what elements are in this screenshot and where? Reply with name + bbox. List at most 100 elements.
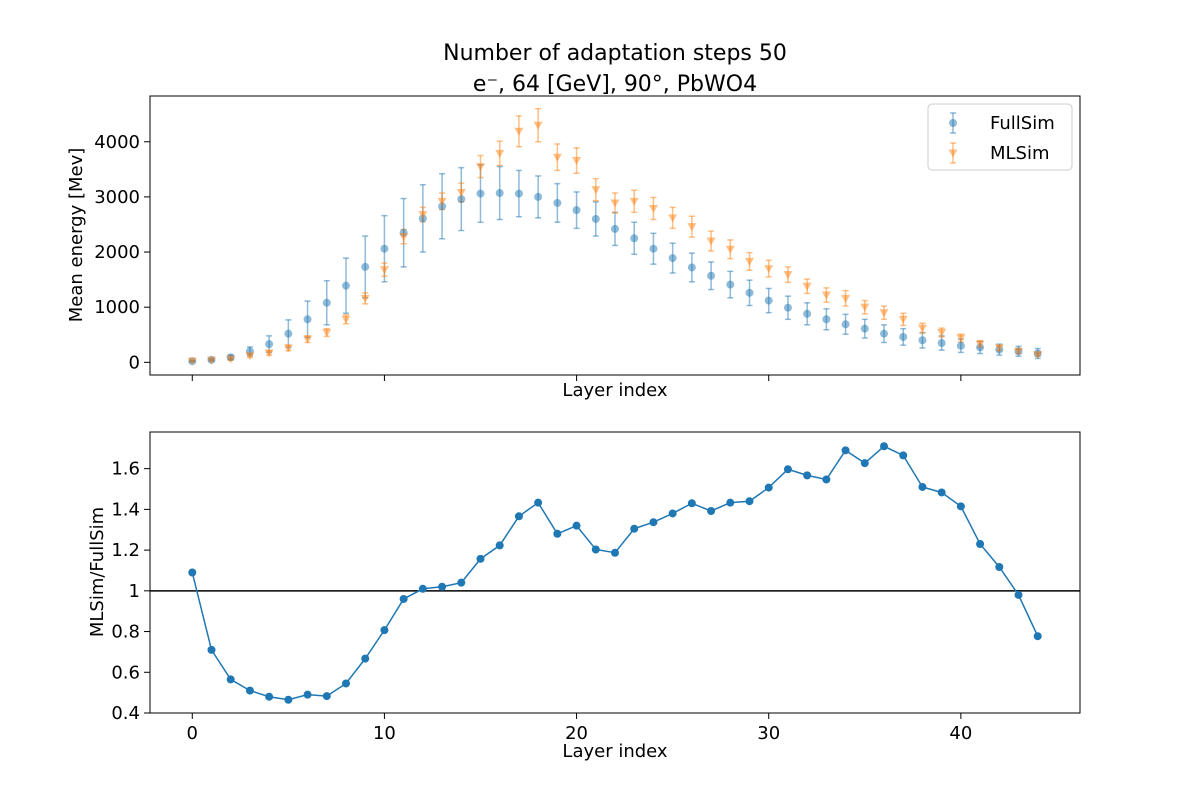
bottom-y-axis: 0.4 0.6 0.8 1 1.2 1.4 1.6 xyxy=(111,459,150,724)
ratio-point xyxy=(534,498,543,507)
ratio-panel: 0.4 0.6 0.8 1 1.2 1.4 1.6 0 10 20 30 40 Layer inde… xyxy=(87,431,1081,762)
legend-marker-mlsim xyxy=(948,142,958,164)
point-fullsim xyxy=(687,263,696,272)
ratio-point xyxy=(822,475,831,484)
bottom-y-tick-label: 0.4 xyxy=(111,703,140,724)
point-mlsim xyxy=(264,349,274,358)
point-mlsim xyxy=(360,294,370,303)
legend-marker xyxy=(948,149,958,158)
point-fullsim xyxy=(630,234,639,243)
point-mlsim xyxy=(591,186,601,195)
top-x-axis xyxy=(191,375,962,381)
point-fullsim xyxy=(361,262,370,271)
point-mlsim xyxy=(937,329,947,338)
point-fullsim xyxy=(380,244,389,253)
point-mlsim xyxy=(1033,351,1043,360)
point-fullsim xyxy=(764,296,773,305)
ratio-point xyxy=(495,541,504,550)
top-y-tick-label: 1000 xyxy=(94,297,140,318)
bottom-y-tick-label: 1.6 xyxy=(111,459,140,480)
bottom-x-tick-label: 30 xyxy=(757,723,780,744)
point-mlsim xyxy=(764,265,774,274)
bottom-x-axis: 0 10 20 30 40 xyxy=(187,713,972,744)
bottom-x-axis-label: Layer index xyxy=(562,741,668,762)
ratio-point xyxy=(880,442,889,451)
point-fullsim xyxy=(572,206,581,215)
point-fullsim xyxy=(803,309,812,318)
point-fullsim xyxy=(438,202,447,211)
ratio-point xyxy=(668,509,677,518)
ratio-point xyxy=(361,654,370,663)
point-mlsim xyxy=(648,204,658,213)
bottom-y-tick-label: 1.4 xyxy=(111,499,140,520)
point-fullsim xyxy=(899,332,908,341)
point-fullsim xyxy=(322,298,331,307)
ratio-point xyxy=(322,692,331,701)
ratio-point xyxy=(399,594,408,603)
ratio-point xyxy=(764,483,773,492)
ratio-point xyxy=(284,695,293,704)
top-y-axis-label: Mean energy [Mev] xyxy=(66,148,87,323)
top-y-tick-label: 0 xyxy=(129,352,140,373)
ratio-series-line xyxy=(191,445,1039,701)
ratio-point xyxy=(1014,590,1023,599)
ratio-point xyxy=(803,471,812,480)
point-mlsim xyxy=(687,223,697,232)
ratio-point xyxy=(860,459,869,468)
point-mlsim xyxy=(226,355,236,364)
ratio-point xyxy=(841,446,850,455)
energy-panel: 0 1000 2000 3000 4000 Layer index Mean energ… xyxy=(66,95,1081,401)
bottom-x-tick-label: 20 xyxy=(565,723,588,744)
point-mlsim xyxy=(475,163,485,172)
legend-marker-fullsim xyxy=(949,112,957,134)
ratio-points xyxy=(188,442,1042,704)
point-mlsim xyxy=(917,324,927,333)
ratio-point xyxy=(380,626,389,635)
point-fullsim xyxy=(534,192,543,201)
point-mlsim xyxy=(1014,347,1024,356)
point-mlsim xyxy=(898,315,908,324)
point-mlsim xyxy=(322,329,332,338)
point-mlsim xyxy=(533,121,543,130)
ratio-point xyxy=(976,539,985,548)
ratio-point xyxy=(438,582,447,591)
point-mlsim xyxy=(283,344,293,353)
ratio-point xyxy=(707,507,716,516)
point-fullsim xyxy=(553,198,562,207)
point-fullsim xyxy=(341,281,350,290)
point-fullsim xyxy=(476,189,485,198)
point-mlsim xyxy=(725,245,735,254)
legend-marker xyxy=(949,119,957,127)
point-mlsim xyxy=(802,282,812,291)
ratio-point xyxy=(207,645,216,654)
point-fullsim xyxy=(860,324,869,333)
ratio-point xyxy=(457,578,466,587)
point-fullsim xyxy=(726,280,735,289)
point-mlsim xyxy=(552,153,562,162)
point-mlsim xyxy=(745,257,755,266)
ratio-point xyxy=(303,690,312,699)
point-mlsim xyxy=(860,303,870,312)
ratio-point xyxy=(226,675,235,684)
bottom-y-tick-label: 0.8 xyxy=(111,622,140,643)
point-fullsim xyxy=(457,195,466,204)
point-mlsim xyxy=(206,356,216,365)
bottom-x-tick-label: 10 xyxy=(373,723,396,744)
top-y-tick-label: 3000 xyxy=(94,187,140,208)
ratio-point xyxy=(899,451,908,460)
ratio-point xyxy=(245,686,254,695)
point-fullsim xyxy=(937,339,946,348)
point-mlsim xyxy=(514,127,524,136)
point-mlsim xyxy=(341,315,351,324)
ratio-point xyxy=(937,488,946,497)
ratio-point xyxy=(188,568,197,577)
top-y-tick-label: 4000 xyxy=(94,132,140,153)
point-mlsim xyxy=(783,271,793,280)
point-fullsim xyxy=(611,224,619,233)
ratio-point xyxy=(514,512,523,521)
chart-title-line2: e⁻, 64 [GeV], 90°, PbWO4 xyxy=(473,72,757,97)
ratio-point xyxy=(553,529,562,538)
point-mlsim xyxy=(668,214,678,223)
top-y-axis: 0 1000 2000 3000 4000 xyxy=(94,132,150,373)
bottom-y-tick-label: 0.6 xyxy=(111,662,140,683)
